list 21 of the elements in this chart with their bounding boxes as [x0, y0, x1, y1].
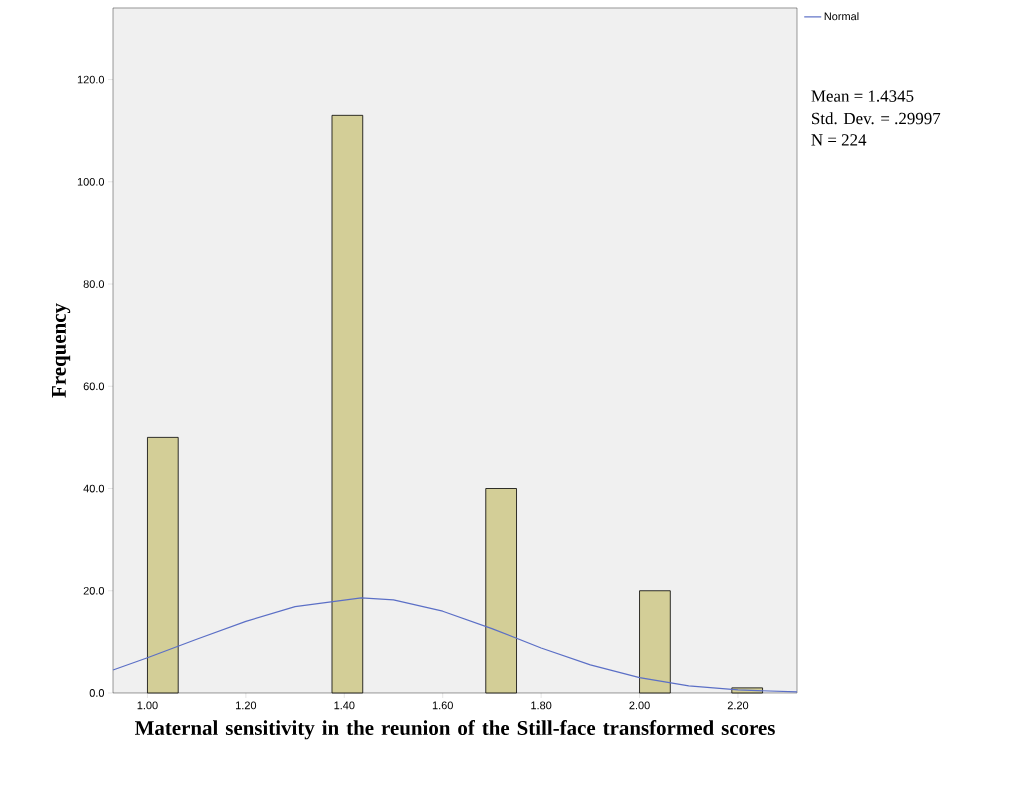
y-tick-label: 80.0	[83, 280, 105, 288]
x-tick-label: 1.40	[334, 701, 355, 710]
x-tick-label: 1.20	[236, 701, 257, 710]
x-tick-label: 1.00	[137, 701, 158, 710]
y-tick-label: 20.0	[83, 586, 105, 595]
text: Std. Dev. = .29997	[812, 112, 941, 125]
x-tick-label: 2.20	[727, 701, 749, 710]
y-tick-label: 40.0	[83, 484, 105, 493]
text: N = 224	[811, 134, 867, 146]
y-tick-label: 120.0	[77, 75, 105, 84]
x-axis-title: Maternal sensitivity in the reunion of the Still-face transformed scores	[135, 720, 775, 740]
y-tick-label: 100.0	[77, 177, 105, 186]
x-tick-label: 1.60	[432, 701, 453, 710]
legend-label: Normal	[824, 12, 859, 21]
y-axis-title: Frequency	[52, 303, 71, 398]
text: Mean = 1.4345	[811, 90, 914, 102]
y-tick-label: 0.0	[89, 689, 105, 697]
line-series	[112, 597, 798, 693]
x-tick-label: 2.00	[629, 701, 650, 710]
y-tick-label: 60.0	[83, 382, 105, 391]
x-tick-label: 1.80	[531, 701, 552, 710]
